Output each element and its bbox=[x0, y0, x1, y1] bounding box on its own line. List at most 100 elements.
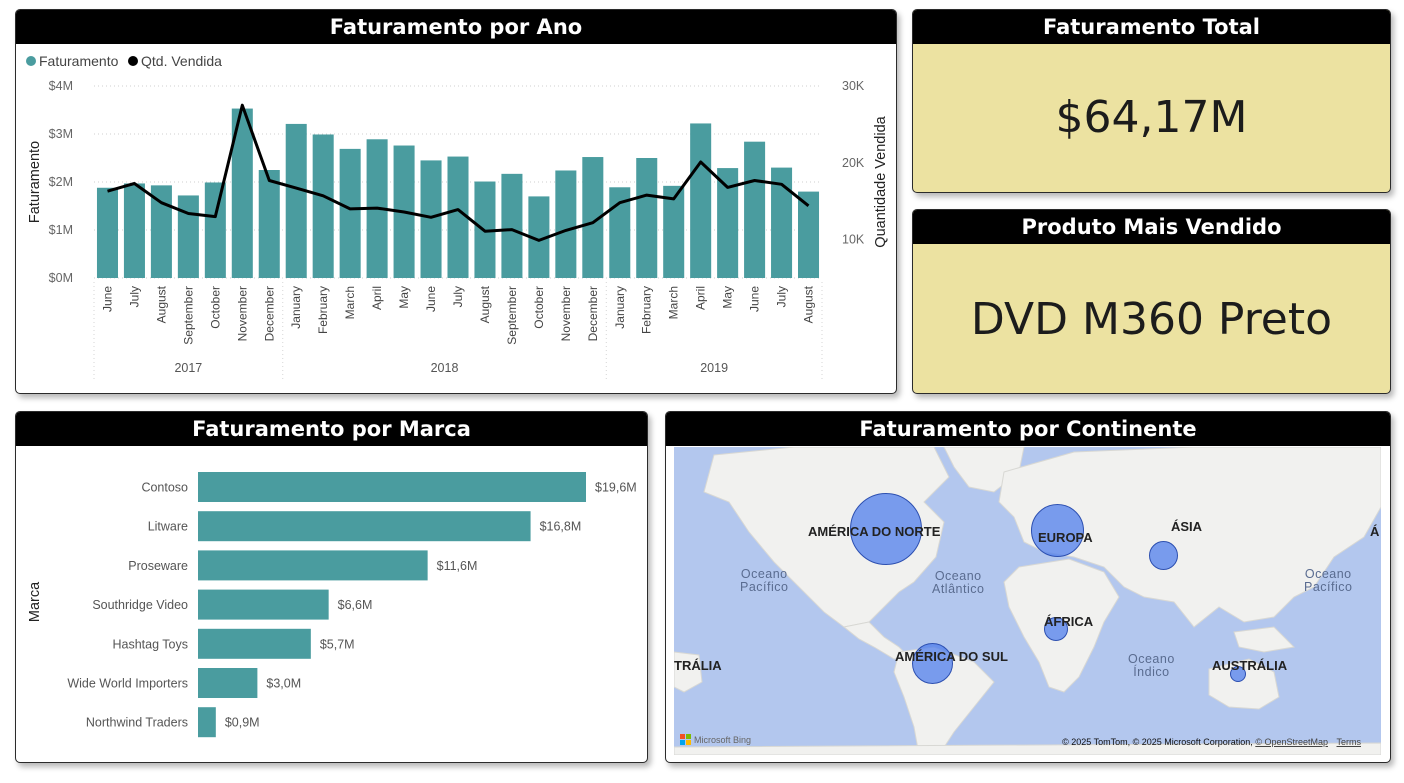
revenue-bar[interactable] bbox=[609, 187, 631, 278]
total-revenue-card[interactable]: Faturamento Total $64,17M bbox=[912, 9, 1391, 193]
map-label-australia: AUSTRÁLIA bbox=[1212, 658, 1288, 673]
bing-logo-text: Microsoft Bing bbox=[694, 734, 752, 745]
revenue-bar[interactable] bbox=[663, 185, 685, 278]
x-tick-month-label: January bbox=[289, 286, 303, 329]
x-tick-month-label: January bbox=[613, 286, 627, 329]
brand-data-label: $5,7M bbox=[320, 637, 355, 651]
brand-bar[interactable] bbox=[198, 589, 329, 620]
north-america-shape bbox=[703, 447, 950, 628]
terms-link[interactable]: Terms bbox=[1336, 737, 1362, 747]
x-tick-month-label: September bbox=[181, 286, 195, 345]
x-tick-month-label: April bbox=[370, 286, 384, 310]
revenue-bar[interactable] bbox=[690, 123, 712, 278]
brand-bar[interactable] bbox=[198, 511, 531, 542]
revenue-bar[interactable] bbox=[744, 141, 766, 278]
map-label-north-america: AMÉRICA DO NORTE bbox=[808, 524, 941, 539]
x-tick-month-label: May bbox=[721, 286, 735, 309]
revenue-bar[interactable] bbox=[582, 157, 604, 278]
brand-data-label: $19,6M bbox=[595, 481, 637, 495]
x-tick-year-label: 2019 bbox=[700, 361, 728, 375]
brand-bar[interactable] bbox=[198, 668, 258, 698]
brand-label: Litware bbox=[148, 520, 188, 534]
total-revenue-value: $64,17M bbox=[1055, 92, 1248, 143]
brand-bar[interactable] bbox=[198, 472, 586, 502]
brand-data-label: $0,9M bbox=[225, 716, 260, 730]
map-label-south-america: AMÉRICA DO SUL bbox=[895, 649, 1008, 664]
x-tick-month-label: May bbox=[397, 286, 411, 309]
revenue-bar[interactable] bbox=[798, 191, 820, 278]
ocean-atlantic-line2: Atlântico bbox=[932, 582, 985, 596]
brand-label: Contoso bbox=[141, 481, 188, 495]
x-tick-month-label: July bbox=[451, 286, 465, 307]
revenue-by-brand-card[interactable]: Faturamento por Marca Contoso $19,6M Litwa… bbox=[15, 411, 648, 763]
revenue-bar[interactable] bbox=[771, 167, 793, 278]
ocean-atlantic-line1: Oceano bbox=[934, 569, 982, 583]
revenue-bar[interactable] bbox=[447, 156, 469, 278]
revenue-bar[interactable] bbox=[339, 148, 361, 278]
revenue-by-year-chart[interactable]: Faturamento Qtd. Vendida $0M $1M $2M $3M $4M 10… bbox=[16, 44, 896, 393]
bing-logo: Microsoft Bing bbox=[680, 734, 751, 745]
revenue-by-year-card[interactable]: Faturamento por Ano Faturamento Qtd. Vend… bbox=[15, 9, 897, 394]
x-tick-month-label: June bbox=[748, 286, 762, 312]
revenue-bar[interactable] bbox=[258, 170, 280, 278]
revenue-bar[interactable] bbox=[96, 187, 118, 278]
revenue-bar[interactable] bbox=[177, 195, 199, 278]
revenue-bar[interactable] bbox=[528, 196, 550, 278]
x-tick-month-label: August bbox=[478, 285, 492, 323]
x-tick-month-label: August bbox=[802, 285, 816, 323]
revenue-bar[interactable] bbox=[123, 183, 145, 278]
quantity-line[interactable] bbox=[107, 103, 810, 242]
revenue-bar[interactable] bbox=[420, 160, 442, 278]
revenue-by-continent-card[interactable]: Faturamento por Continente AMÉRICA DO NO… bbox=[665, 411, 1391, 763]
revenue-bar[interactable] bbox=[285, 123, 307, 278]
y2-axis-title: Quantidade Vendida bbox=[873, 115, 889, 247]
ocean-indian-line2: Índico bbox=[1133, 665, 1170, 679]
y2-tick-label: 10K bbox=[842, 233, 865, 247]
x-tick-month-label: October bbox=[532, 286, 546, 329]
revenue-bar[interactable] bbox=[204, 182, 226, 278]
brand-bar[interactable] bbox=[198, 550, 428, 581]
x-tick-year-label: 2017 bbox=[174, 361, 202, 375]
microsoft-logo-icon bbox=[680, 734, 691, 745]
brand-bar[interactable] bbox=[198, 707, 216, 738]
top-product-value: DVD M360 Preto bbox=[970, 294, 1333, 345]
y2-tick-label: 30K bbox=[842, 79, 865, 93]
x-tick-month-label: March bbox=[667, 286, 681, 319]
x-tick-month-label: August bbox=[154, 285, 168, 323]
revenue-bar[interactable] bbox=[501, 173, 523, 278]
revenue-by-brand-chart[interactable]: Contoso $19,6M Litware $16,8M Proseware $11,6… bbox=[16, 446, 647, 762]
revenue-bar[interactable] bbox=[555, 170, 577, 278]
australia-west-edge-shape bbox=[674, 651, 703, 693]
world-map[interactable]: AMÉRICA DO NORTE EUROPA ÁSIA ÁFRICA AMÉR… bbox=[674, 447, 1381, 755]
north-america-bubble[interactable] bbox=[850, 493, 922, 565]
brand-data-label: $6,6M bbox=[338, 598, 373, 612]
x-tick-month-label: June bbox=[100, 286, 114, 312]
openstreetmap-link[interactable]: © OpenStreetMap bbox=[1255, 737, 1328, 747]
revenue-bar[interactable] bbox=[717, 168, 739, 278]
brand-data-label: $11,6M bbox=[437, 559, 478, 573]
y-axis-title: Faturamento bbox=[27, 141, 43, 223]
revenue-bar[interactable] bbox=[150, 185, 172, 278]
x-tick-month-label: March bbox=[343, 286, 357, 319]
x-tick-month-label: June bbox=[424, 286, 438, 312]
revenue-bar[interactable] bbox=[312, 134, 334, 278]
south-america-bubble[interactable] bbox=[912, 643, 953, 684]
ocean-pacific-west-line2: Pacífico bbox=[740, 580, 789, 594]
revenue-bar[interactable] bbox=[636, 158, 658, 278]
australia-bubble[interactable] bbox=[1230, 666, 1246, 682]
brand-axis-title: Marca bbox=[27, 581, 43, 622]
x-tick-month-label: October bbox=[208, 286, 222, 329]
europe-bubble[interactable] bbox=[1031, 504, 1084, 557]
x-tick-month-label: February bbox=[316, 286, 330, 334]
legend-faturamento-label[interactable]: Faturamento bbox=[39, 53, 119, 69]
antarctica-shape bbox=[674, 742, 1381, 755]
legend-faturamento-marker bbox=[26, 56, 36, 66]
legend-qtd-label[interactable]: Qtd. Vendida bbox=[141, 53, 222, 69]
australia-shape bbox=[1208, 658, 1280, 710]
asia-bubble[interactable] bbox=[1149, 541, 1178, 570]
map-label-australia-edge: TRÁLIA bbox=[674, 658, 722, 673]
africa-bubble[interactable] bbox=[1044, 617, 1068, 641]
revenue-bar[interactable] bbox=[231, 108, 253, 278]
brand-bar[interactable] bbox=[198, 628, 311, 659]
top-product-card[interactable]: Produto Mais Vendido DVD M360 Preto bbox=[912, 209, 1391, 394]
